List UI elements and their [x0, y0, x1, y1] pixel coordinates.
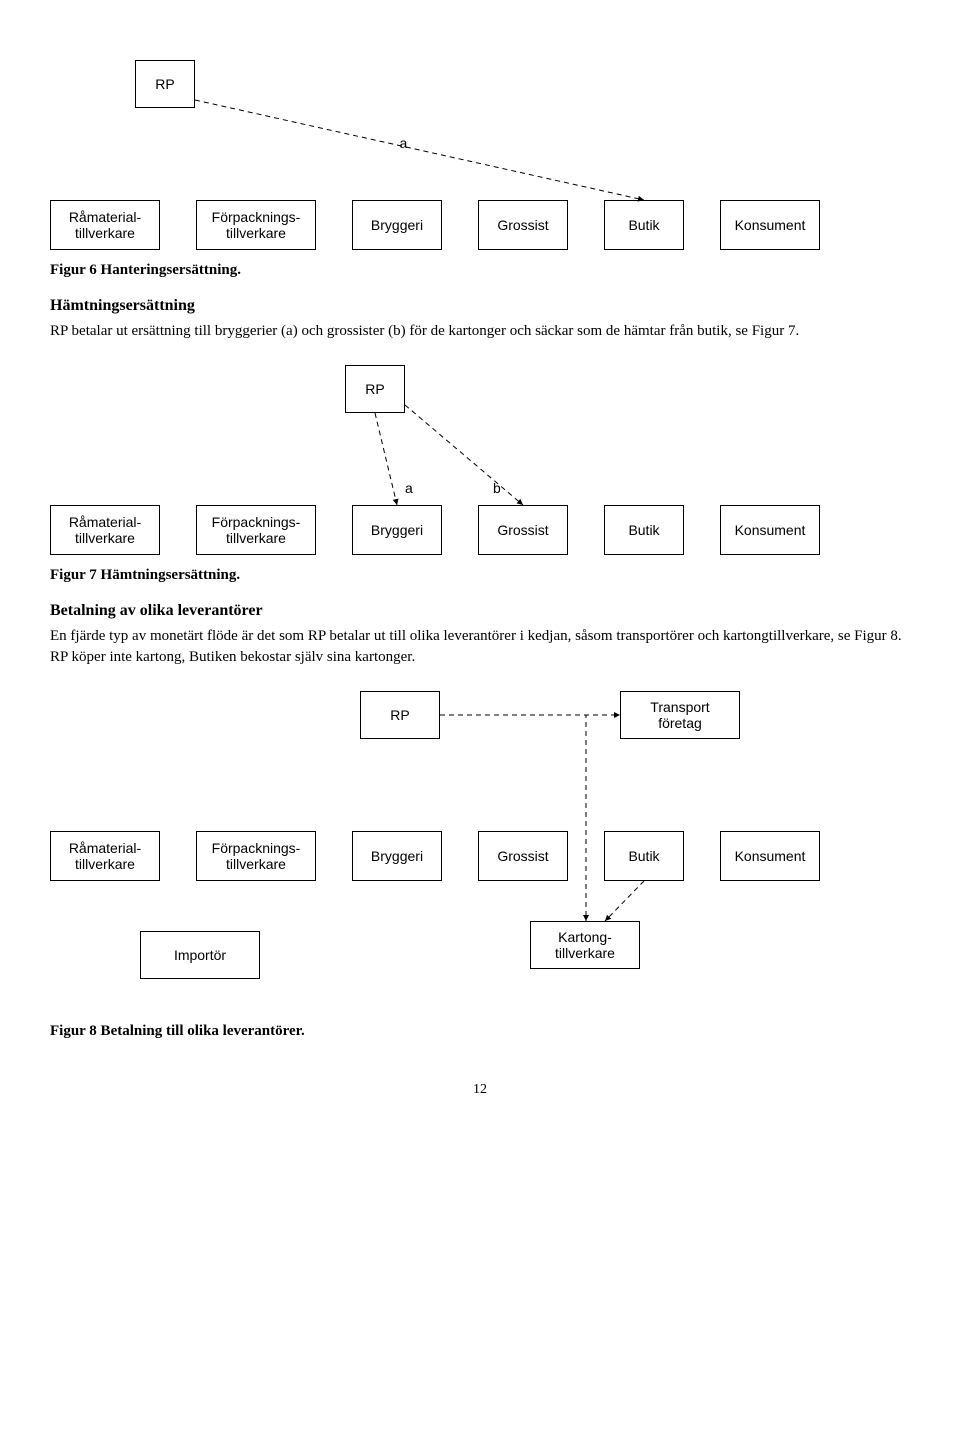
node-ramaterial: Råmaterial-tillverkare — [50, 831, 160, 881]
node-forpackning: Förpacknings-tillverkare — [196, 505, 316, 555]
edge-label-b: b — [493, 480, 501, 496]
node-bryggeri: Bryggeri — [352, 831, 442, 881]
fig7: RP Råmaterial-tillverkare Förpacknings-t… — [50, 365, 910, 555]
section-betalning-title: Betalning av olika leverantörer — [50, 602, 910, 620]
node-ramaterial: Råmaterial-tillverkare — [50, 505, 160, 555]
node-grossist: Grossist — [478, 505, 568, 555]
node-forpackning: Förpacknings-tillverkare — [196, 200, 316, 250]
rp-box: RP — [135, 60, 195, 108]
node-bryggeri: Bryggeri — [352, 505, 442, 555]
section-hamtning-title: Hämtningsersättning — [50, 297, 910, 315]
rp-box: RP — [360, 691, 440, 739]
node-butik: Butik — [604, 831, 684, 881]
rp-box: RP — [345, 365, 405, 413]
node-konsument: Konsument — [720, 831, 820, 881]
kartong-box: Kartong-tillverkare — [530, 921, 640, 969]
chain-row: Råmaterial-tillverkare Förpacknings-till… — [50, 831, 820, 881]
node-butik: Butik — [604, 200, 684, 250]
edge-label-a: a — [405, 480, 413, 496]
edge-label-a: a — [400, 135, 408, 151]
section-hamtning-body: RP betalar ut ersättning till bryggerier… — [50, 321, 910, 341]
fig6: RP Råmaterial-tillverkare Förpacknings-t… — [50, 60, 910, 250]
fig7-caption: Figur 7 Hämtningsersättning. — [50, 567, 910, 584]
page-number: 12 — [0, 1082, 960, 1098]
node-konsument: Konsument — [720, 200, 820, 250]
node-ramaterial: Råmaterial-tillverkare — [50, 200, 160, 250]
fig8: RP Transportföretag Råmaterial-tillverka… — [50, 691, 910, 1011]
node-forpackning: Förpacknings-tillverkare — [196, 831, 316, 881]
fig6-caption: Figur 6 Hanteringsersättning. — [50, 262, 910, 279]
chain-row: Råmaterial-tillverkare Förpacknings-till… — [50, 200, 820, 250]
node-butik: Butik — [604, 505, 684, 555]
fig8-caption: Figur 8 Betalning till olika leverantöre… — [50, 1023, 910, 1040]
node-konsument: Konsument — [720, 505, 820, 555]
transport-box: Transportföretag — [620, 691, 740, 739]
importer-box: Importör — [140, 931, 260, 979]
chain-row: Råmaterial-tillverkare Förpacknings-till… — [50, 505, 820, 555]
node-grossist: Grossist — [478, 831, 568, 881]
node-grossist: Grossist — [478, 200, 568, 250]
node-bryggeri: Bryggeri — [352, 200, 442, 250]
section-betalning-body: En fjärde typ av monetärt flöde är det s… — [50, 626, 910, 667]
